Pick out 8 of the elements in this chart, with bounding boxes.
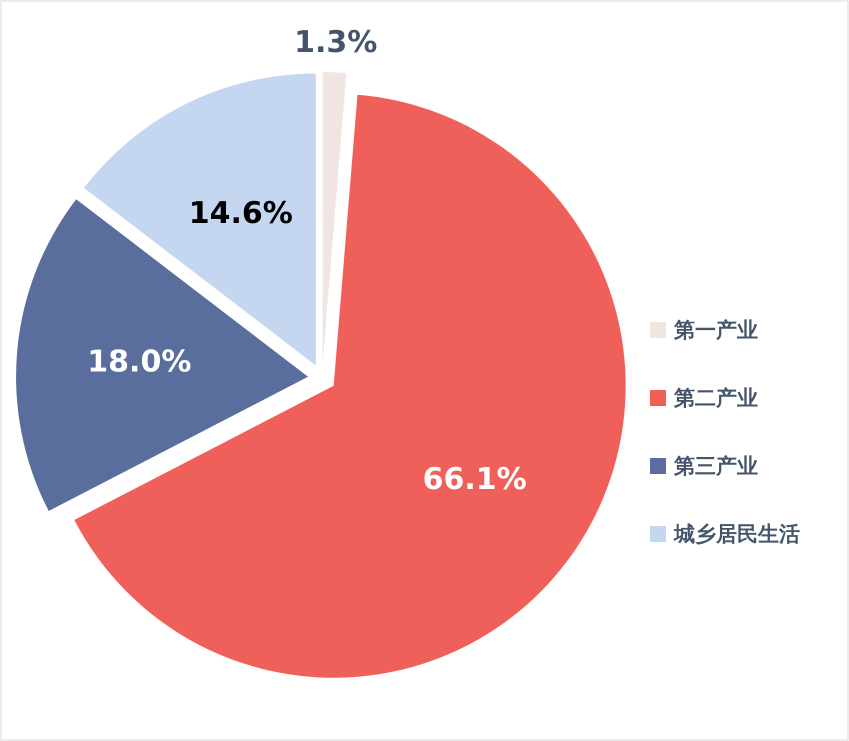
data-label: 14.6% — [188, 196, 293, 232]
data-label: 1.3% — [294, 24, 378, 60]
data-label: 66.1% — [422, 462, 527, 498]
legend-label: 第一产业 — [673, 318, 758, 342]
legend-label: 第三产业 — [673, 454, 758, 478]
legend-label: 第二产业 — [673, 386, 758, 410]
legend-label: 城乡居民生活 — [673, 522, 800, 546]
data-label: 18.0% — [87, 344, 192, 380]
